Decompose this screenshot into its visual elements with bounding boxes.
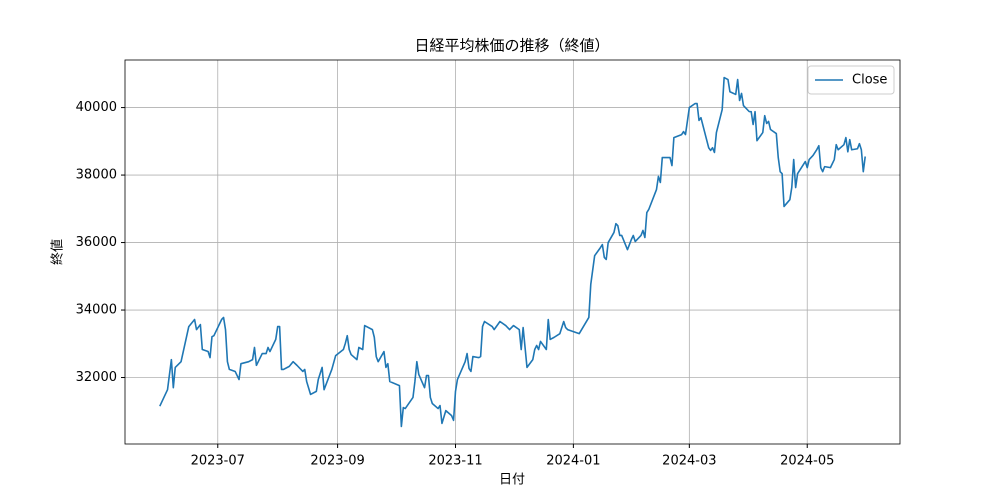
x-tick-label: 2023-07 <box>191 454 245 469</box>
y-tick-label: 34000 <box>76 303 117 318</box>
legend: Close <box>807 65 895 95</box>
x-tick-label: 2023-11 <box>428 454 482 469</box>
legend-label: Close <box>852 73 887 88</box>
y-tick-label: 38000 <box>76 168 117 183</box>
line-series <box>159 76 867 428</box>
y-tick-label: 40000 <box>76 100 117 115</box>
x-axis-label: 日付 <box>499 473 525 488</box>
y-tick-label: 32000 <box>76 370 117 385</box>
plot-frame <box>124 59 901 445</box>
y-axis-label: 終値 <box>50 239 66 265</box>
x-tick-label: 2024-03 <box>662 454 716 469</box>
x-tick-label: 2024-05 <box>780 454 834 469</box>
x-tick-label: 2024-01 <box>546 454 600 469</box>
x-tick-label: 2023-09 <box>310 454 364 469</box>
y-tick-label: 36000 <box>76 235 117 250</box>
legend-box <box>807 65 895 95</box>
chart-title: 日経平均株価の推移（終値） <box>414 37 609 55</box>
